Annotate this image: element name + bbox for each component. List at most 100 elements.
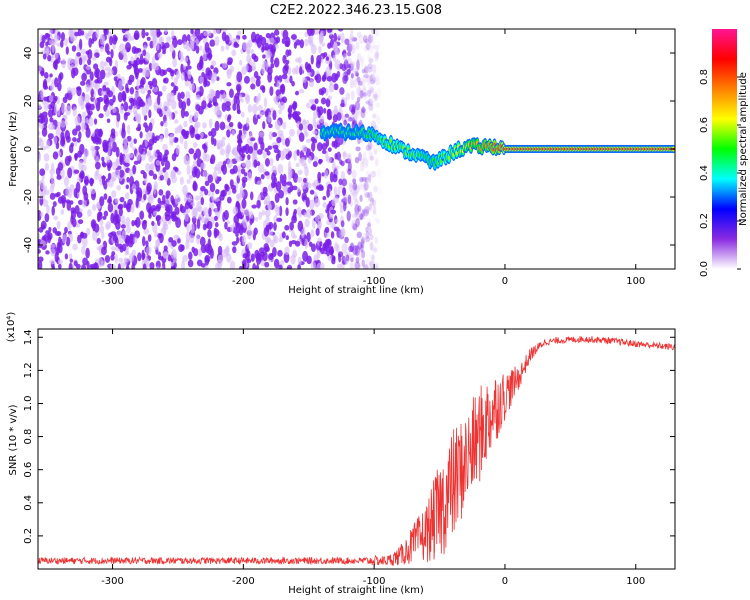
heatmap-noise-cell — [318, 158, 323, 164]
heatmap-noise-cell — [38, 103, 42, 109]
heatmap-noise-cell — [184, 201, 190, 210]
heatmap-noise-cell — [85, 117, 89, 124]
heatmap-noise-cell — [162, 77, 167, 84]
heatmap-noise-cell — [118, 169, 125, 178]
heatmap-noise-cell — [104, 43, 110, 54]
heatmap-noise-cell — [145, 162, 151, 172]
heatmap-noise-cell — [89, 71, 94, 81]
heatmap-noise-cell — [363, 94, 368, 100]
heatmap-noise-cell — [351, 37, 358, 42]
heatmap-noise-cell — [287, 166, 293, 176]
heatmap-noise-cell — [350, 73, 354, 79]
heatmap-noise-cell — [297, 256, 302, 267]
heatmap-noise-cell — [232, 246, 237, 254]
heatmap-noise-cell — [128, 252, 135, 263]
heatmap-noise-cell — [269, 158, 274, 166]
heatmap-noise-cell — [50, 82, 55, 92]
heatmap-noise-cell — [220, 45, 225, 52]
heatmap-noise-cell — [260, 36, 267, 47]
heatmap-noise-cell — [70, 207, 76, 214]
y-tick-label: -40 — [23, 237, 34, 253]
heatmap-noise-cell — [281, 231, 286, 239]
colorbar-tick-label: 0.0 — [699, 261, 710, 277]
heatmap-noise-cell — [289, 221, 295, 231]
heatmap-noise-cell — [122, 137, 129, 145]
heatmap-y-ticks: -40 -20 0 20 40 — [23, 47, 675, 253]
heatmap-noise-cell — [349, 36, 355, 41]
heatmap-noise-cell — [356, 79, 362, 85]
heatmap-noise-cell — [72, 137, 77, 142]
heatmap-noise-cell — [215, 189, 220, 195]
heatmap-noise-cell — [268, 123, 273, 129]
heatmap-noise-cell — [45, 33, 51, 39]
heatmap-noise-cell — [363, 184, 367, 193]
heatmap-noise-cell — [103, 81, 109, 86]
heatmap-noise-cell — [105, 72, 111, 78]
heatmap-noise-cell — [76, 52, 81, 57]
heatmap-noise-cell — [163, 101, 169, 111]
heatmap-noise-cell — [161, 85, 167, 92]
heatmap-noise-cell — [145, 83, 149, 91]
heatmap-noise-cell — [188, 114, 194, 124]
heatmap-noise-cell — [298, 132, 305, 143]
heatmap-noise-cell — [275, 207, 281, 216]
heatmap-noise-cell — [207, 174, 214, 184]
heatmap-noise-cell — [371, 198, 378, 204]
heatmap-noise-cell — [365, 231, 370, 239]
heatmap-noise-cell — [219, 121, 226, 131]
heatmap-noise-cell — [363, 74, 369, 79]
heatmap-noise-cell — [332, 256, 336, 262]
heatmap-noise-cell — [359, 77, 365, 87]
heatmap-noise-cell — [321, 149, 327, 155]
heatmap-noise-cell — [313, 156, 319, 162]
heatmap-noise-cell — [227, 158, 233, 169]
heatmap-noise-cell — [379, 198, 382, 203]
heatmap-noise-cell — [129, 87, 135, 95]
heatmap-noise-cell — [107, 179, 114, 188]
heatmap-noise-cell — [319, 29, 326, 32]
heatmap-noise-cell — [206, 221, 213, 230]
heatmap-noise-cell — [121, 243, 127, 252]
heatmap-noise-cell — [166, 92, 171, 103]
heatmap-noise-cell — [286, 181, 292, 186]
heatmap-noise-cell — [264, 110, 269, 118]
heatmap-noise-cell — [361, 105, 365, 113]
heatmap-noise-cell — [269, 37, 275, 45]
heatmap-noise-cell — [344, 256, 350, 265]
heatmap-noise-cell — [270, 62, 275, 69]
heatmap-noise-cell — [115, 146, 120, 158]
heatmap-noise-cell — [163, 29, 168, 34]
heatmap-noise-cell — [361, 209, 365, 217]
heatmap-noise-cell — [327, 115, 333, 120]
heatmap-noise-cell — [236, 71, 243, 83]
heatmap-noise-cell — [149, 262, 155, 269]
heatmap-noise-cell — [88, 37, 92, 48]
figure-title: C2E2.2022.346.23.15.G08 — [270, 3, 442, 18]
heatmap-noise-cell — [327, 147, 332, 152]
heatmap-noise-cell — [189, 124, 195, 135]
heatmap-noise-cell — [138, 59, 144, 65]
heatmap-noise-cell — [365, 206, 369, 212]
heatmap-noise-cell — [359, 214, 364, 220]
heatmap-noise-cell — [369, 73, 376, 85]
heatmap-noise-cell — [180, 71, 185, 81]
heatmap-noise-cell — [192, 180, 197, 191]
heatmap-noise-cell — [151, 78, 158, 88]
heatmap-noise-cell — [361, 68, 366, 74]
heatmap-noise-cell — [368, 150, 373, 156]
heatmap-noise-cell — [338, 253, 342, 263]
heatmap-noise-cell — [43, 153, 50, 162]
heatmap-noise-cell — [53, 215, 59, 221]
heatmap-noise-cell — [83, 93, 90, 104]
heatmap-noise-cell — [255, 263, 260, 269]
heatmap-noise-cell — [150, 162, 155, 171]
heatmap-noise-cell — [350, 90, 355, 100]
heatmap-noise-cell — [226, 68, 233, 76]
heatmap-noise-cell — [362, 92, 367, 97]
heatmap-noise-cell — [365, 170, 372, 181]
heatmap-noise-cell — [148, 109, 152, 119]
heatmap-noise-cell — [367, 87, 374, 95]
heatmap-noise-cell — [341, 243, 348, 254]
heatmap-noise-cell — [378, 203, 382, 208]
heatmap-noise-cell — [81, 164, 87, 172]
